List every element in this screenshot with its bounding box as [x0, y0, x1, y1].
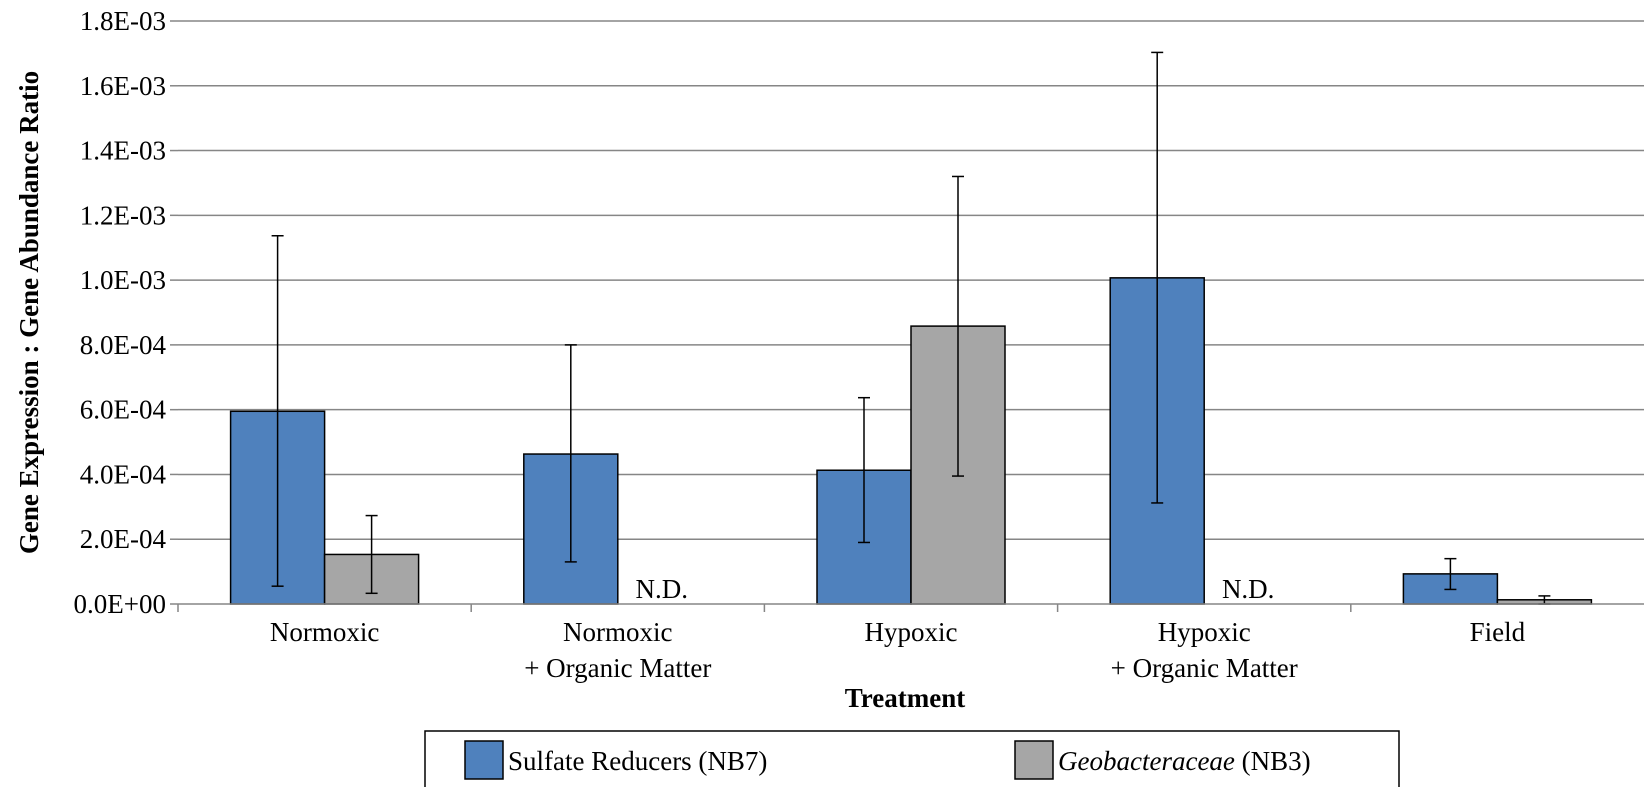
- y-tick-label: 2.0E-04: [80, 524, 167, 554]
- y-axis-ticks: 0.0E+00 2.0E-04 4.0E-04 6.0E-04 8.0E-04 1.0E-…: [74, 6, 167, 619]
- x-category-label: Hypoxic: [1158, 617, 1251, 647]
- y-tick-label: 1.8E-03: [80, 6, 166, 36]
- y-tick-label: 1.4E-03: [80, 136, 166, 166]
- y-tick-label: 4.0E-04: [80, 459, 167, 489]
- x-category-label: Normoxic: [563, 617, 672, 647]
- legend: Sulfate Reducers (NB7) Geobacteraceae (NB…: [424, 730, 1400, 787]
- legend-label-part: Geobacteraceae: [1058, 746, 1235, 776]
- x-axis-title: Treatment: [845, 683, 965, 713]
- x-category-label: Field: [1470, 617, 1526, 647]
- y-tick-label: 0.0E+00: [74, 589, 166, 619]
- legend-label-part: (NB3): [1235, 746, 1311, 776]
- legend-box: [424, 730, 1400, 787]
- nd-label: N.D.: [1222, 574, 1275, 604]
- legend-swatch: [1014, 740, 1054, 780]
- x-category-label: + Organic Matter: [524, 653, 711, 683]
- legend-label: Geobacteraceae (NB3): [1058, 746, 1311, 776]
- y-tick-label: 1.6E-03: [80, 71, 166, 101]
- y-tick-label: 1.2E-03: [80, 200, 166, 230]
- y-tick-label: 8.0E-04: [80, 330, 167, 360]
- bars: N.D. N.D.: [177, 277, 1593, 612]
- legend-label: Sulfate Reducers (NB7): [508, 746, 767, 776]
- legend-swatch: [464, 740, 504, 780]
- x-category-label: + Organic Matter: [1111, 653, 1298, 683]
- error-bars: [271, 51, 1551, 605]
- x-axis-labels: Normoxic Normoxic + Organic Matter Hypoxic H…: [270, 617, 1526, 683]
- x-category-label: Normoxic: [270, 617, 379, 647]
- x-category-label: Hypoxic: [865, 617, 958, 647]
- y-axis-title: Gene Expression : Gene Abundance Ratio: [14, 71, 44, 554]
- y-tick-label: 6.0E-04: [80, 395, 167, 425]
- y-tick-label: 1.0E-03: [80, 265, 166, 295]
- nd-label: N.D.: [636, 574, 689, 604]
